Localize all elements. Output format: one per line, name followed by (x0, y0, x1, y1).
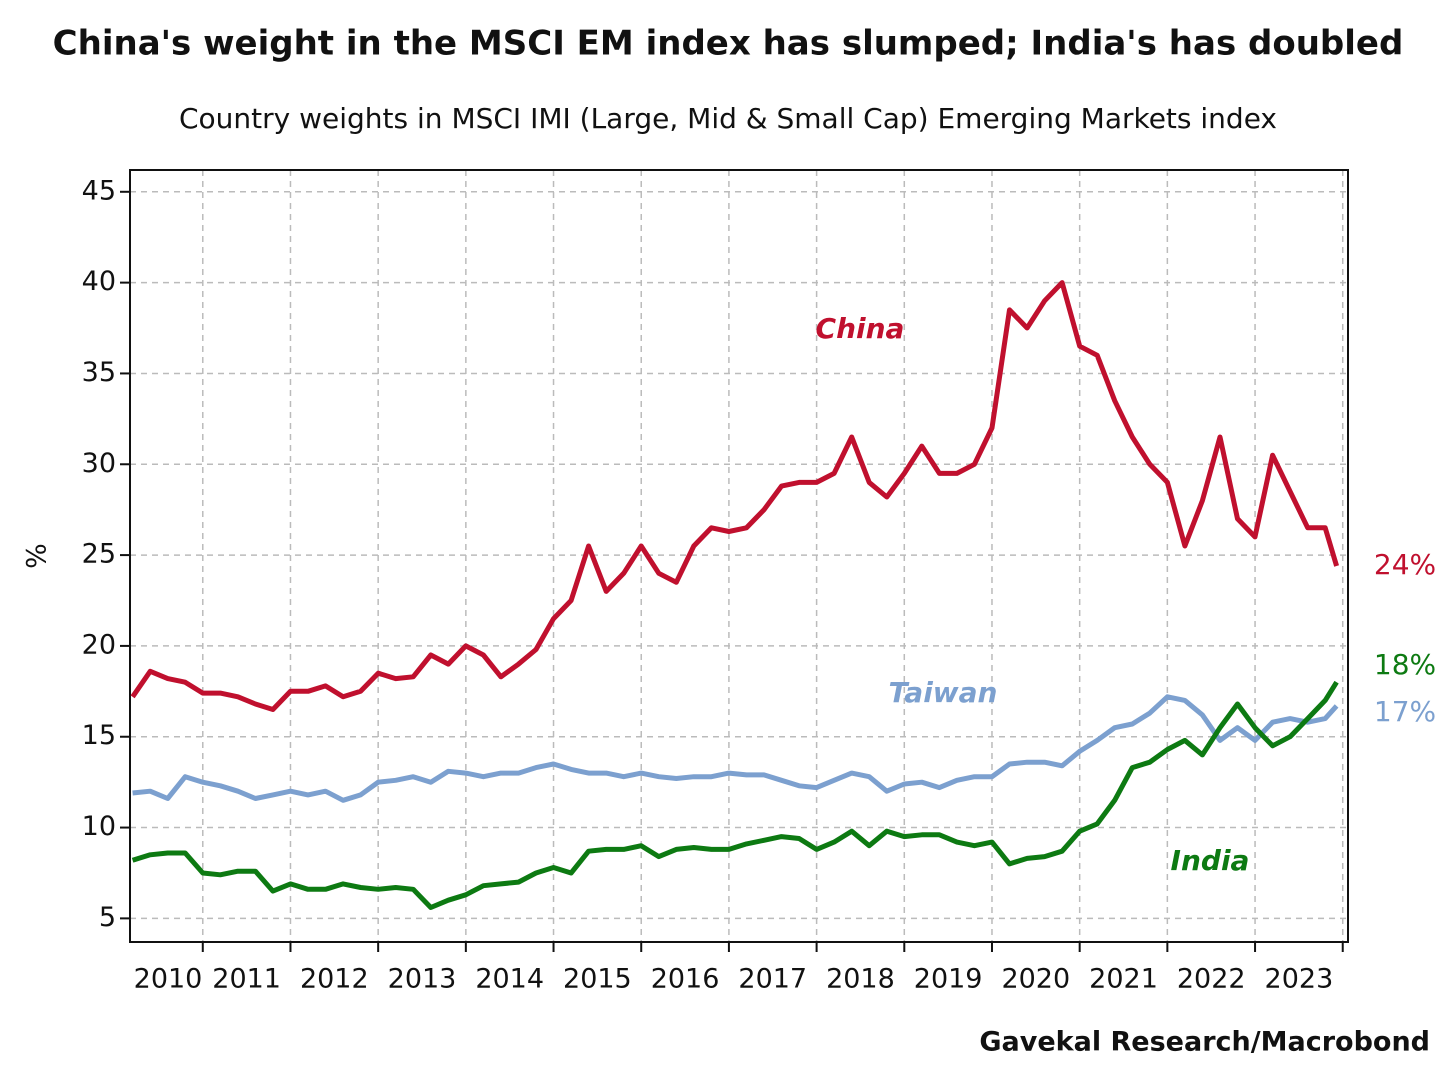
chart-subtitle: Country weights in MSCI IMI (Large, Mid … (179, 102, 1277, 135)
x-tick-label: 2013 (388, 964, 457, 995)
x-tick-label: 2012 (300, 964, 369, 995)
source: Gavekal Research/Macrobond (979, 1027, 1430, 1058)
series-name: China (816, 312, 905, 345)
y-tick-label: 25 (82, 539, 116, 570)
x-tick-label: 2011 (212, 964, 281, 995)
plot-frame (129, 169, 1349, 943)
y-tick-label: 5 (99, 902, 116, 933)
x-tick-label: 2017 (738, 964, 807, 995)
series-line (132, 694, 1339, 803)
end-label: 18% (1374, 648, 1436, 681)
y-tick-label: 15 (82, 720, 116, 751)
series-line (130, 280, 1339, 712)
y-tick-label: 35 (82, 357, 116, 388)
x-tick-label: 2016 (651, 964, 720, 995)
x-tick-label: 2021 (1089, 964, 1158, 995)
y-tick-label: 10 (82, 811, 116, 842)
x-tick-label: 2022 (1177, 964, 1246, 995)
y-tick-label: 20 (82, 629, 116, 660)
x-tick-label: 2020 (1001, 964, 1070, 995)
y-axis-label: % (22, 543, 53, 569)
end-label: 17% (1374, 695, 1436, 728)
series-name: Taiwan (889, 676, 998, 709)
x-tick-label: 2015 (563, 964, 632, 995)
x-tick-label: 2018 (826, 964, 895, 995)
y-tick-label: 30 (82, 448, 116, 479)
y-tick-label: 40 (82, 266, 116, 297)
x-tick-label: 2019 (914, 964, 983, 995)
series-name: India (1171, 844, 1250, 877)
x-tick-label: 2023 (1265, 964, 1334, 995)
chart-title: China's weight in the MSCI EM index has … (53, 24, 1404, 64)
x-tick-label: 2010 (134, 964, 203, 995)
series-line (131, 680, 1339, 910)
x-tick-label: 2014 (475, 964, 544, 995)
y-tick-label: 45 (82, 175, 116, 206)
end-label: 24% (1374, 548, 1436, 581)
